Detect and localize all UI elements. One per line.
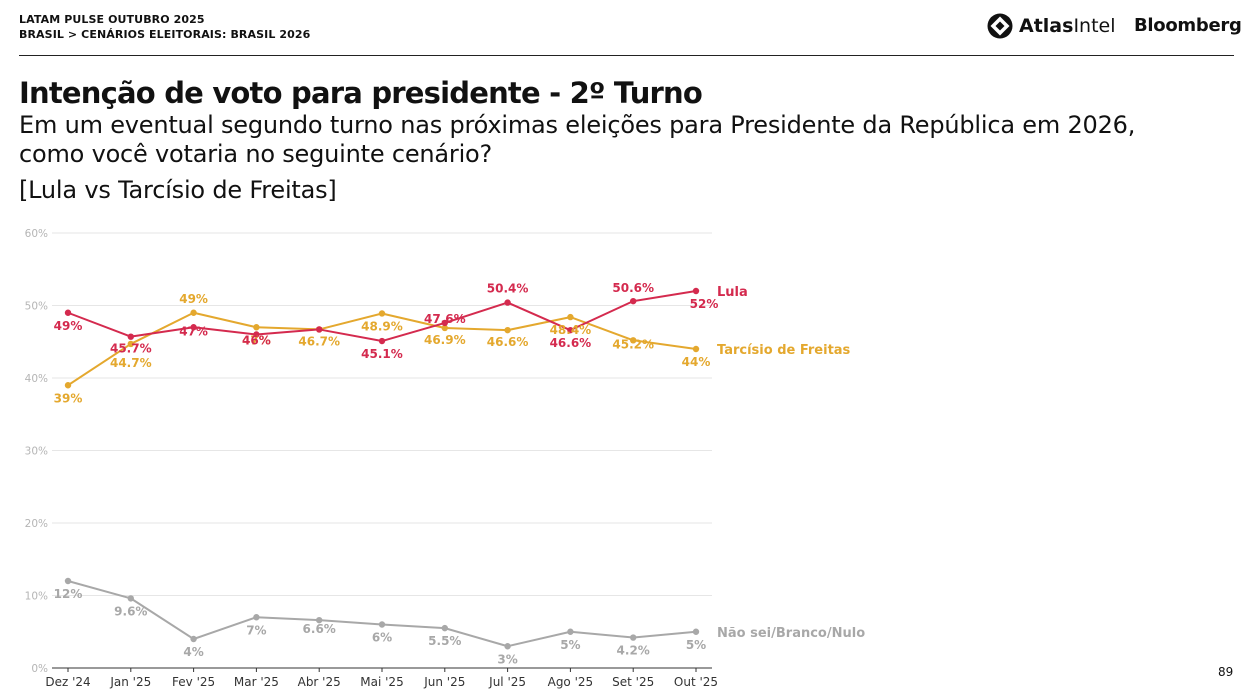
page-number: 89 (1218, 665, 1234, 679)
x-tick-label: Abr '25 (298, 675, 341, 689)
atlasintel-diamond-icon (987, 13, 1013, 39)
data-point-nao-sei-branco-nulo (127, 595, 134, 602)
data-point-lula (692, 287, 700, 295)
y-tick-label: 20% (25, 518, 48, 530)
data-label-tarcisio-de-freitas: 45.2% (612, 337, 654, 351)
data-label-nao-sei-branco-nulo: 5% (686, 638, 706, 652)
data-point-nao-sei-branco-nulo (630, 634, 637, 641)
header-divider (19, 55, 1234, 56)
data-label-nao-sei-branco-nulo: 3% (497, 652, 517, 666)
data-label-lula: 45.1% (361, 347, 403, 361)
x-tick-label: Dez '24 (45, 675, 90, 689)
data-label-tarcisio-de-freitas: 46.6% (487, 335, 529, 349)
report-header: LATAM PULSE OUTUBRO 2025 BRASIL > CENÁRI… (19, 12, 310, 42)
data-label-nao-sei-branco-nulo: 4% (183, 645, 203, 659)
data-label-tarcisio-de-freitas: 46.7% (298, 334, 340, 348)
data-point-lula (190, 324, 197, 331)
atlasintel-wordmark: AtlasIntel (1019, 15, 1116, 37)
x-tick-label: Out '25 (674, 675, 718, 689)
data-label-tarcisio-de-freitas: 49% (179, 292, 208, 306)
data-label-nao-sei-branco-nulo: 6.6% (303, 622, 336, 636)
data-point-lula (441, 319, 448, 327)
data-label-nao-sei-branco-nulo: 7% (246, 623, 266, 637)
y-tick-label: 10% (25, 591, 48, 603)
data-point-tarcisio-de-freitas (567, 313, 574, 321)
x-tick-label: Mai '25 (360, 675, 403, 689)
x-tick-label: Jan '25 (109, 675, 151, 689)
data-point-nao-sei-branco-nulo (378, 621, 386, 628)
scenario-label: [Lula vs Tarcísio de Freitas] (19, 176, 337, 204)
data-point-lula (504, 299, 511, 306)
x-tick-label: Mar '25 (234, 675, 279, 689)
data-point-lula (253, 331, 260, 338)
x-tick-label: Fev '25 (172, 675, 215, 689)
data-label-nao-sei-branco-nulo: 4.2% (617, 644, 650, 658)
data-label-lula: 46% (242, 334, 271, 348)
data-point-nao-sei-branco-nulo (190, 635, 197, 643)
x-tick-label: Jun '25 (423, 675, 465, 689)
data-label-nao-sei-branco-nulo: 5.5% (428, 634, 461, 648)
data-label-lula: 52% (690, 297, 719, 311)
data-point-tarcisio-de-freitas (127, 340, 134, 348)
data-point-nao-sei-branco-nulo (504, 643, 511, 650)
page-title: Intenção de voto para presidente - 2º Tu… (19, 76, 703, 110)
data-point-nao-sei-branco-nulo (567, 628, 574, 635)
series-name-lula: Lula (717, 285, 748, 300)
data-point-nao-sei-branco-nulo (441, 624, 448, 632)
breadcrumb: BRASIL > CENÁRIOS ELEITORAIS: BRASIL 202… (19, 28, 311, 41)
series-name-tarcisio-de-freitas: Tarcísio de Freitas (717, 343, 851, 358)
data-label-lula: 45.7% (110, 342, 152, 356)
data-label-tarcisio-de-freitas: 47% (242, 333, 271, 347)
data-label-nao-sei-branco-nulo: 5% (560, 638, 580, 652)
data-point-lula (630, 297, 637, 305)
page-subtitle: Em um eventual segundo turno nas próxima… (19, 111, 1136, 168)
report-name: LATAM PULSE OUTUBRO 2025 (19, 13, 205, 26)
data-point-nao-sei-branco-nulo (316, 616, 323, 624)
y-tick-label: 60% (25, 228, 48, 240)
y-tick-label: 30% (25, 446, 48, 458)
data-point-tarcisio-de-freitas (190, 309, 197, 316)
data-point-tarcisio-de-freitas (441, 324, 448, 332)
data-label-tarcisio-de-freitas: 46.9% (424, 333, 466, 347)
y-tick-label: 0% (31, 663, 48, 675)
data-point-tarcisio-de-freitas (630, 337, 637, 344)
data-point-nao-sei-branco-nulo (64, 577, 72, 585)
data-label-tarcisio-de-freitas: 44.7% (110, 356, 152, 370)
data-label-tarcisio-de-freitas: 39% (54, 391, 83, 405)
data-label-lula: 50.4% (487, 282, 529, 296)
data-label-lula: 46.6% (550, 336, 592, 350)
x-tick-label: Set '25 (612, 675, 654, 689)
data-point-tarcisio-de-freitas (692, 345, 700, 353)
data-label-nao-sei-branco-nulo: 12% (54, 587, 83, 601)
y-tick-label: 50% (25, 301, 48, 313)
bloomberg-logo: Bloomberg (1134, 15, 1242, 36)
data-point-lula (127, 333, 134, 340)
data-label-tarcisio-de-freitas: 44% (682, 355, 711, 369)
data-point-lula (567, 326, 574, 334)
series-name-nao-sei-branco-nulo: Não sei/Branco/Nulo (717, 626, 865, 641)
data-label-nao-sei-branco-nulo: 6% (372, 631, 392, 645)
data-label-nao-sei-branco-nulo: 9.6% (114, 604, 147, 618)
data-point-lula (378, 337, 386, 345)
atlasintel-logo: AtlasIntel (987, 13, 1116, 39)
data-label-lula: 49% (54, 319, 83, 333)
vote-intention-line-chart: 0% 10% 20% 30% 40% 50% 60% Dez '24 Jan '25 Fev '2… (25, 228, 866, 689)
data-point-tarcisio-de-freitas (378, 310, 386, 317)
x-tick-label: Ago '25 (548, 675, 594, 689)
data-point-lula (64, 309, 72, 316)
data-label-lula: 47.6% (424, 312, 466, 326)
data-label-tarcisio-de-freitas: 48.9% (361, 319, 403, 333)
data-point-lula (316, 326, 323, 333)
data-label-tarcisio-de-freitas: 48.4% (550, 323, 592, 337)
x-tick-label: Jul '25 (488, 675, 526, 689)
data-point-nao-sei-branco-nulo (253, 614, 260, 621)
data-label-lula: 47% (179, 324, 208, 338)
data-label-lula: 50.6% (612, 281, 654, 295)
y-tick-label: 40% (25, 373, 48, 385)
data-point-nao-sei-branco-nulo (692, 628, 700, 635)
data-point-tarcisio-de-freitas (253, 324, 260, 331)
data-point-tarcisio-de-freitas (504, 326, 511, 334)
data-point-tarcisio-de-freitas (64, 382, 72, 389)
